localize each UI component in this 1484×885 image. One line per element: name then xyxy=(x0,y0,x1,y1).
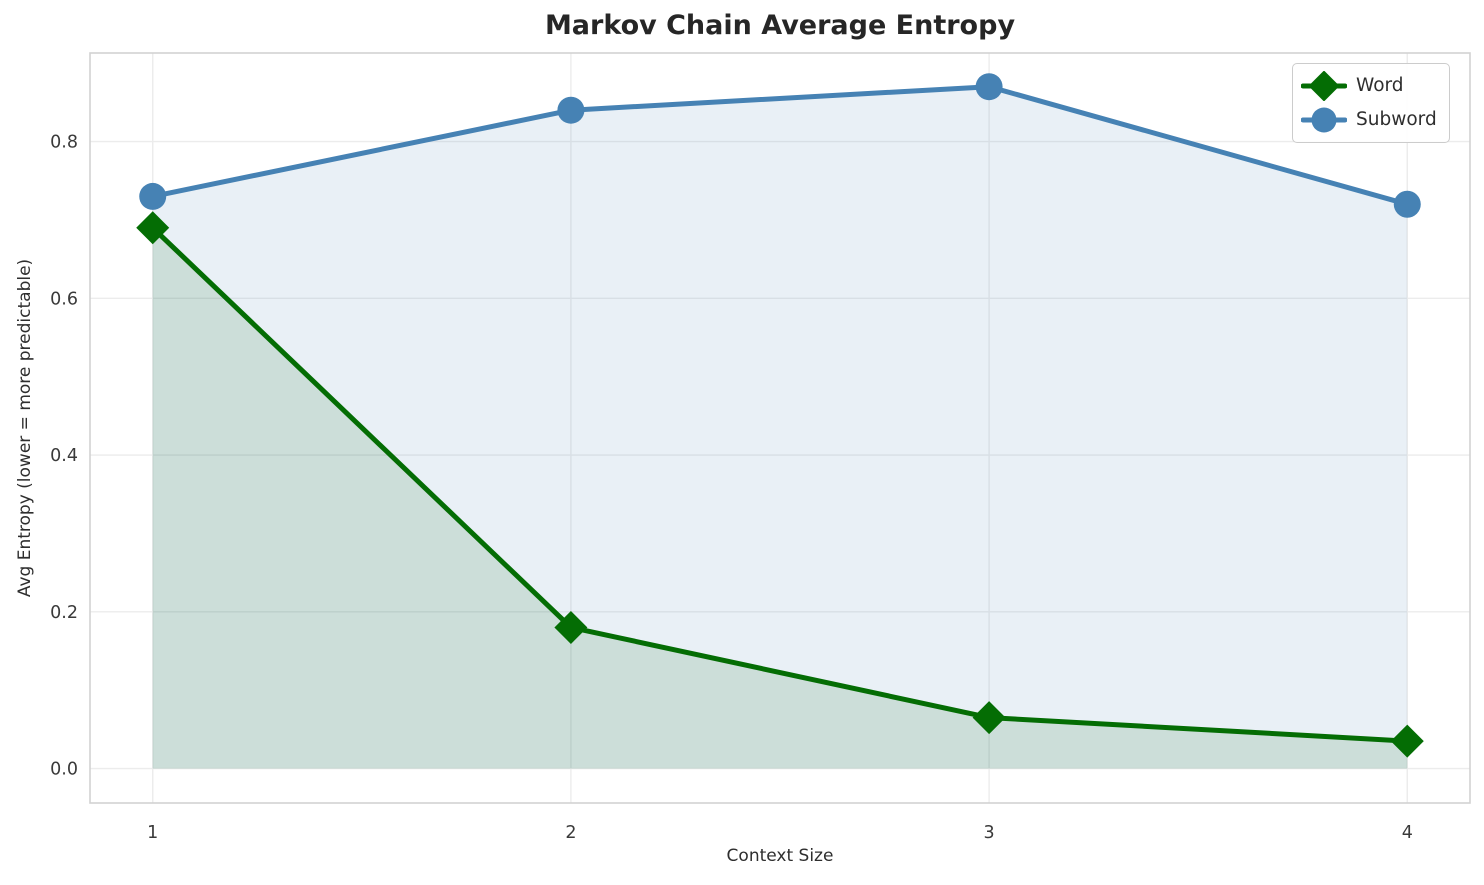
legend: Word Subword xyxy=(1292,63,1450,143)
x-axis-label: Context Size xyxy=(726,846,834,866)
y-axis-label: Avg Entropy (lower = more predictable) xyxy=(15,258,35,598)
subword-series-marker-icon xyxy=(1301,107,1347,133)
chart-title: Markov Chain Average Entropy xyxy=(544,10,1016,41)
word-series-marker-icon xyxy=(1301,71,1347,101)
svg-text:0.6: 0.6 xyxy=(50,289,78,309)
svg-text:0.0: 0.0 xyxy=(50,760,78,780)
svg-text:3: 3 xyxy=(984,823,995,843)
svg-text:0.4: 0.4 xyxy=(50,446,78,466)
legend-label-subword: Subword xyxy=(1356,109,1437,130)
legend-item-subword: Subword xyxy=(1301,105,1437,135)
svg-text:0.8: 0.8 xyxy=(50,133,78,153)
svg-text:2: 2 xyxy=(565,823,576,843)
legend-item-word: Word xyxy=(1301,71,1437,101)
svg-text:4: 4 xyxy=(1402,823,1413,843)
svg-text:0.2: 0.2 xyxy=(50,603,78,623)
legend-label-word: Word xyxy=(1356,75,1404,96)
svg-text:1: 1 xyxy=(147,823,158,843)
